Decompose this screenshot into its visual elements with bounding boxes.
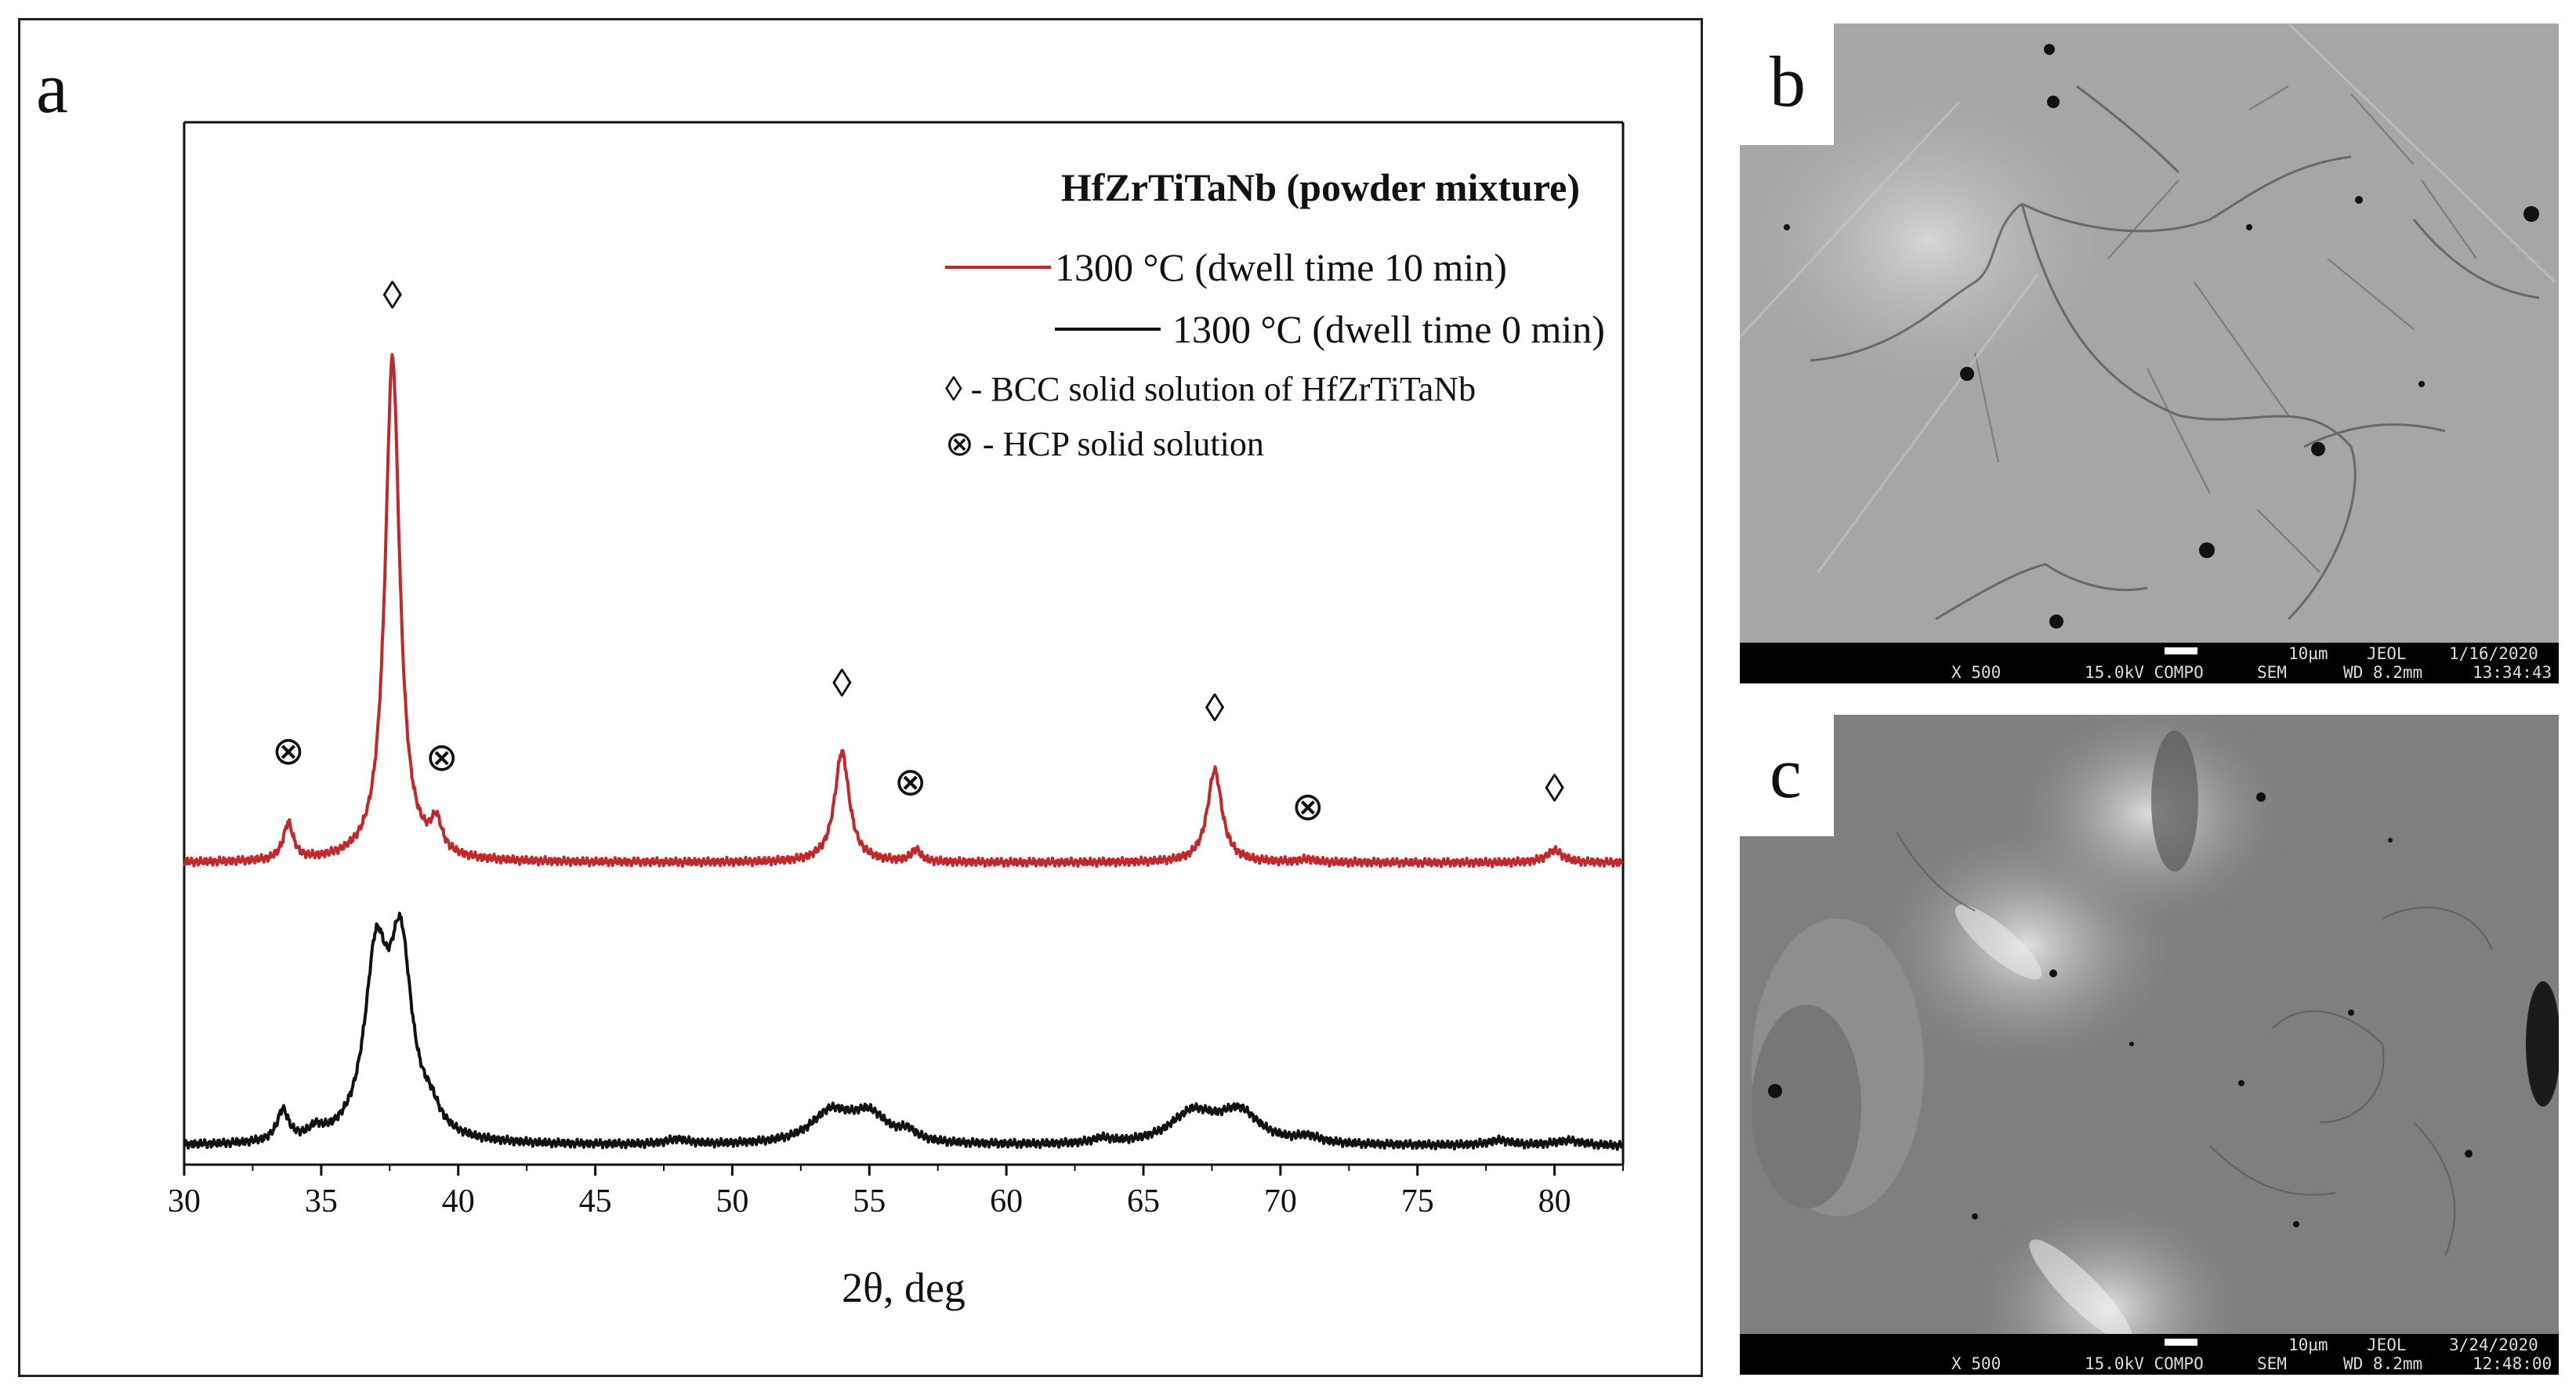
- sem-image-b: b 10µm JEOL 1/16/2020 X 500 15.0kV COMPO…: [1740, 24, 2559, 683]
- sem-b-detector: SEM: [2257, 663, 2287, 682]
- xrd-chart-panel: a 30 35 40 45 50 55 60 65 70 75 80 2θ, deg ◊ ◊ ◊ ◊ ⊗ ⊗ ⊗ ⊗ H…: [18, 18, 1703, 1377]
- x-tick-label: 60: [990, 1183, 1023, 1220]
- sem-b-wd: WD 8.2mm: [2343, 663, 2423, 682]
- panel-letter-a: a: [36, 48, 68, 128]
- legend-note-bcc: ◊ - BCC solid solution of HfZrTiTaNb: [945, 370, 1476, 408]
- phase-marker-bcc: ◊: [382, 274, 402, 317]
- series-line-dwell-10min: [183, 353, 1624, 868]
- x-tick-label: 75: [1401, 1183, 1434, 1220]
- sem-b-kv: 15.0kV COMPO: [2085, 663, 2204, 682]
- phase-marker-hcp: ⊗: [1292, 785, 1324, 828]
- sem-c-kv: 15.0kV COMPO: [2085, 1354, 2204, 1373]
- sem-b-time: 13:34:43: [2473, 663, 2552, 682]
- x-tick-label: 40: [442, 1183, 475, 1220]
- phase-marker-bcc: ◊: [832, 661, 852, 705]
- sem-c-time: 12:48:00: [2473, 1354, 2552, 1373]
- phase-marker-bcc: ◊: [1545, 766, 1564, 810]
- sem-image-c: c 10µm JEOL 3/24/2020 X 500 15.0kV COMPO…: [1740, 715, 2559, 1375]
- sem-c-info-bar: 10µm JEOL 3/24/2020 X 500 15.0kV COMPO S…: [1740, 1334, 2559, 1375]
- sem-b-texture: [1740, 24, 2559, 683]
- x-tick-label: 35: [305, 1183, 338, 1220]
- series-line-dwell-0min: [183, 912, 1623, 1151]
- phase-marker-bcc: ◊: [1205, 686, 1225, 730]
- x-axis-label: 2θ, deg: [842, 1264, 966, 1311]
- legend-note-hcp: ⊗ - HCP solid solution: [945, 425, 1264, 463]
- sem-c-scale-label: 10µm: [2288, 1336, 2328, 1354]
- x-tick-label: 50: [716, 1183, 748, 1220]
- sem-c-corner: [1740, 715, 1834, 836]
- sem-c-scale-mark: [2165, 1339, 2197, 1346]
- sem-b-vendor: JEOL: [2367, 644, 2407, 663]
- sem-b-info-bar: 10µm JEOL 1/16/2020 X 500 15.0kV COMPO S…: [1740, 643, 2559, 683]
- xrd-chart-svg: 30 35 40 45 50 55 60 65 70 75 80 2θ, deg ◊ ◊ ◊ ◊ ⊗ ⊗ ⊗ ⊗ HfZ…: [168, 121, 1625, 1311]
- x-tick-label: 45: [579, 1183, 612, 1220]
- legend-label-dwell-10min: 1300 °C (dwell time 10 min): [1055, 245, 1507, 289]
- phase-marker-hcp: ⊗: [426, 735, 458, 779]
- legend-title: HfZrTiTaNb (powder mixture): [1061, 165, 1580, 209]
- sem-b-date: 1/16/2020: [2449, 644, 2538, 663]
- sem-c-date: 3/24/2020: [2449, 1336, 2538, 1354]
- phase-marker-hcp: ⊗: [272, 729, 305, 773]
- panel-letter-b: b: [1770, 42, 1806, 121]
- x-tick-label: 70: [1264, 1183, 1297, 1220]
- sem-b-scale-label: 10µm: [2288, 644, 2328, 663]
- legend-label-dwell-0min: 1300 °C (dwell time 0 min): [1172, 307, 1605, 351]
- x-tick-label: 55: [853, 1183, 886, 1220]
- sem-c-detector: SEM: [2257, 1354, 2287, 1373]
- x-tick-label: 65: [1127, 1183, 1160, 1220]
- sem-b-corner: [1740, 24, 1834, 145]
- sem-b-mag: X 500: [1951, 663, 2002, 682]
- sem-b-scale-mark: [2165, 647, 2197, 654]
- x-tick-label: 80: [1538, 1183, 1571, 1220]
- panel-letter-c: c: [1770, 733, 1802, 813]
- sem-c-vendor: JEOL: [2367, 1336, 2407, 1354]
- phase-marker-hcp: ⊗: [894, 759, 927, 803]
- sem-c-wd: WD 8.2mm: [2343, 1354, 2423, 1373]
- sem-c-mag: X 500: [1951, 1354, 2002, 1373]
- x-tick-label: 30: [168, 1183, 201, 1220]
- sem-c-texture: [1740, 715, 2559, 1375]
